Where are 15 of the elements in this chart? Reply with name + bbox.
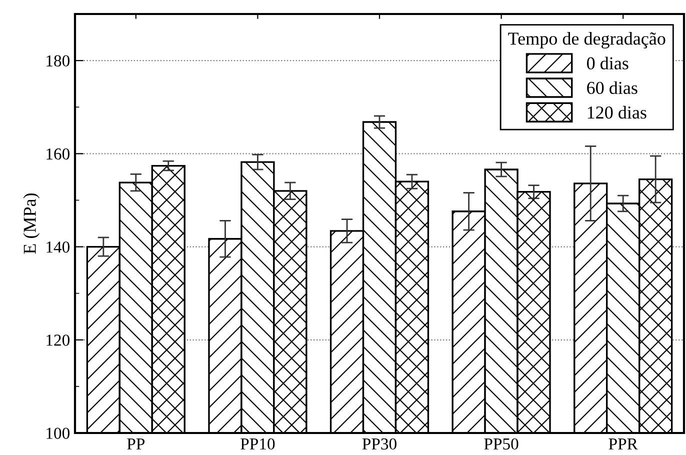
x-tick-label: PP30 (362, 438, 396, 450)
y-tick-label: 180 (46, 55, 70, 66)
legend-label: 120 dias (588, 106, 646, 119)
y-tick-label: 100 (46, 428, 70, 439)
x-tick-label: PP (127, 438, 145, 450)
legend-label: 60 dias (587, 81, 638, 94)
x-tick-label: PP50 (484, 438, 518, 450)
x-tick-label: PPR (608, 438, 638, 450)
y-tick-label: 120 (46, 334, 70, 346)
y-tick-label: 160 (46, 148, 70, 160)
x-tick-label: PP10 (240, 438, 275, 450)
y-tick-label: 140 (46, 241, 70, 253)
y-axis-title: E (MPa) (23, 193, 40, 254)
legend-label: 0 dias (587, 56, 628, 70)
legend-title: Tempo de degradação (508, 32, 666, 48)
